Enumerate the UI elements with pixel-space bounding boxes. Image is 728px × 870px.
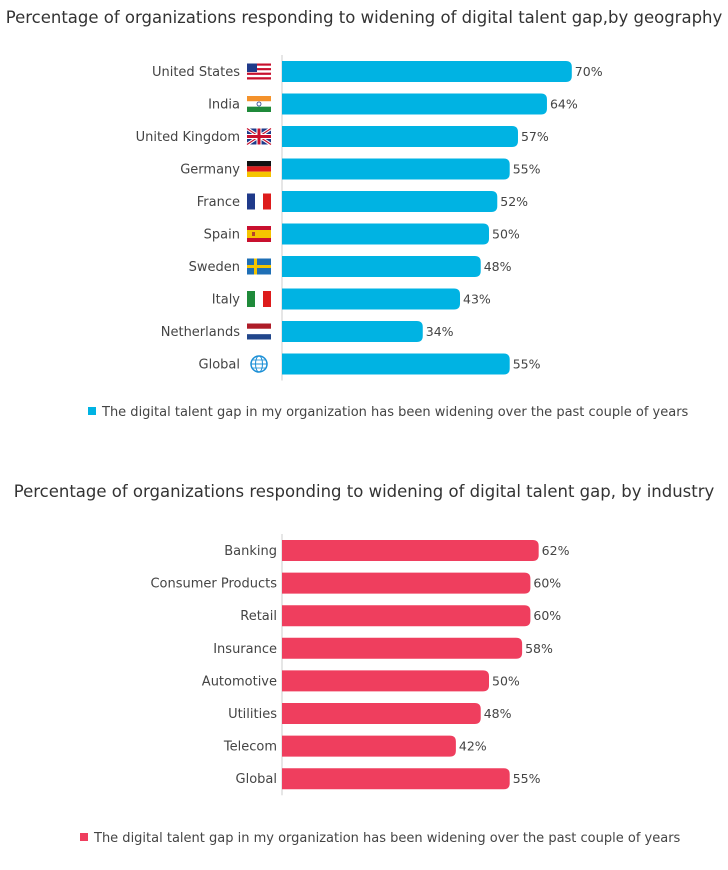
flag-us-icon <box>247 63 271 80</box>
industry-legend-swatch <box>80 833 88 841</box>
bar <box>282 288 461 310</box>
bar <box>282 605 531 627</box>
category-label: India <box>208 98 240 113</box>
bar <box>282 703 481 724</box>
value-label: 50% <box>492 227 520 242</box>
industry-bar-chart: Banking 62% Consumer Products 60% Retail 60% I… <box>150 534 570 796</box>
industry-legend: The digital talent gap in my organizatio… <box>80 831 680 846</box>
bar <box>282 158 510 180</box>
value-label: 64% <box>550 97 578 112</box>
value-label: 52% <box>500 194 528 209</box>
category-label: Retail <box>240 609 277 624</box>
value-label: 34% <box>426 324 454 339</box>
value-label: 60% <box>533 608 561 623</box>
bar <box>282 126 518 147</box>
flag-italy-icon <box>247 291 271 307</box>
value-label: 42% <box>459 739 487 754</box>
bar <box>282 572 531 594</box>
value-label: 55% <box>513 357 541 372</box>
bar <box>282 223 489 245</box>
industry-legend-label: The digital talent gap in my organizatio… <box>94 831 681 846</box>
bar <box>282 61 572 82</box>
category-label: Netherlands <box>161 325 240 340</box>
value-label: 70% <box>575 64 603 79</box>
geography-legend-label: The digital talent gap in my organizatio… <box>102 405 689 420</box>
category-label: Germany <box>180 163 240 178</box>
bar <box>282 93 547 115</box>
flag-sweden-icon <box>247 258 271 275</box>
bar <box>282 540 539 561</box>
category-label: France <box>197 195 240 210</box>
bar <box>282 321 423 342</box>
bar <box>282 670 489 692</box>
flag-france-icon <box>247 193 271 210</box>
category-label: Utilities <box>228 707 277 722</box>
bar <box>282 637 523 659</box>
value-label: 58% <box>525 641 553 656</box>
category-label: Global <box>236 772 277 787</box>
category-label: Automotive <box>202 674 277 689</box>
industry-chart-title: Percentage of organizations responding t… <box>13 482 715 501</box>
category-label: Consumer Products <box>150 577 277 592</box>
category-label: Global <box>199 358 240 373</box>
flag-germany-icon <box>247 161 271 177</box>
value-label: 60% <box>533 576 561 591</box>
geography-chart-title: Percentage of organizations responding t… <box>5 8 723 27</box>
value-label: 50% <box>492 673 520 688</box>
globe-icon <box>250 355 268 373</box>
value-label: 55% <box>513 771 541 786</box>
value-label: 48% <box>484 259 512 274</box>
category-label: Insurance <box>213 642 277 657</box>
value-label: 55% <box>513 162 541 177</box>
geography-legend-swatch <box>88 407 96 415</box>
bar <box>282 735 456 757</box>
category-label: Sweden <box>189 260 240 275</box>
category-label: Banking <box>224 544 277 559</box>
flag-india-icon <box>247 96 271 112</box>
value-label: 57% <box>521 129 549 144</box>
bar <box>282 768 510 790</box>
geography-legend: The digital talent gap in my organizatio… <box>88 405 688 420</box>
category-label: Spain <box>204 228 240 243</box>
category-label: Italy <box>212 293 241 308</box>
flag-uk-icon <box>246 127 272 146</box>
category-label: Telecom <box>223 740 277 755</box>
bar <box>282 353 510 375</box>
bar <box>282 256 481 277</box>
category-label: United States <box>152 65 240 80</box>
flag-spain-icon <box>247 226 271 242</box>
bar <box>282 191 498 212</box>
value-label: 48% <box>484 706 512 721</box>
flag-netherlands-icon <box>247 323 271 340</box>
value-label: 43% <box>463 292 491 307</box>
value-label: 62% <box>542 543 570 558</box>
category-label: United Kingdom <box>136 130 240 145</box>
geography-bar-chart: United States 70% India 64% United Kingdom 57… <box>136 55 603 381</box>
